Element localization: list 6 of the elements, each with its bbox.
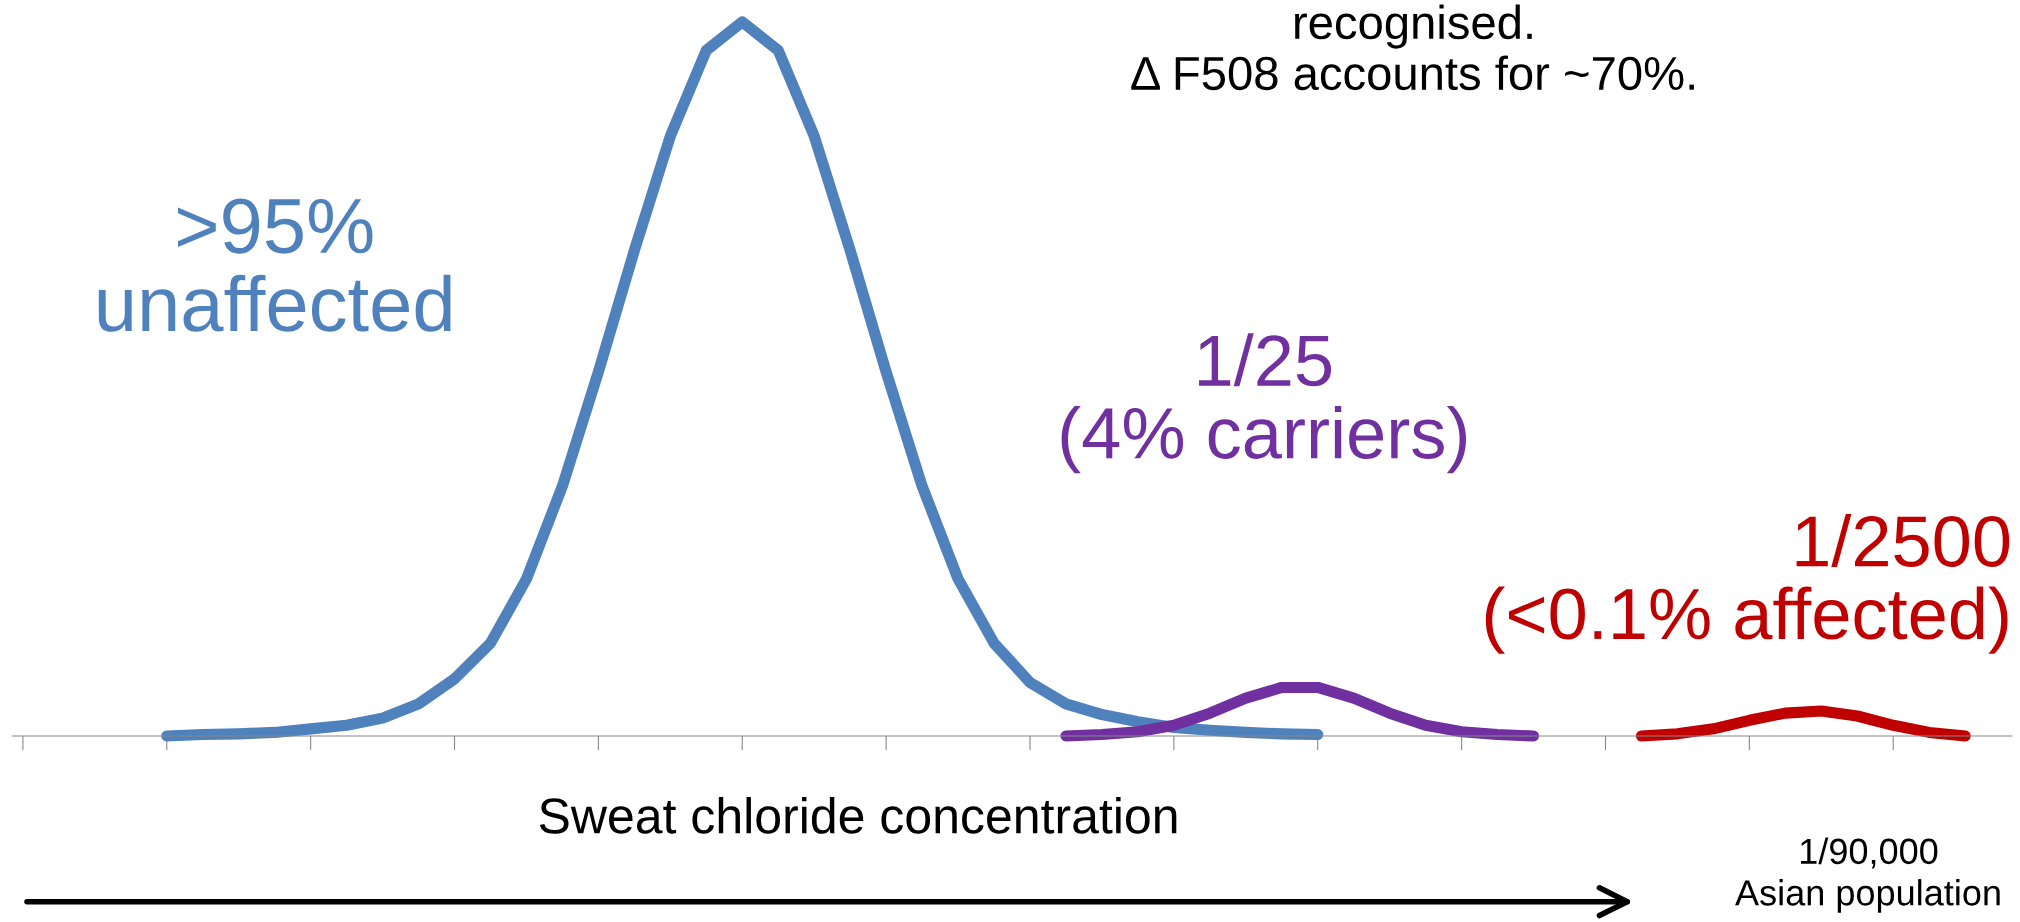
series-label: 1/2500 (<0.1% affected) (1485, 513, 2010, 654)
series-label: >95% unaffected (98, 198, 451, 332)
text: 1/25 (4% carriers) (1061, 333, 1466, 474)
x-axis-title: Sweat chloride concentration (539, 797, 1177, 834)
annotation: recognised. Δ F508 accounts for ~70%. (1131, 4, 1694, 91)
text: 1/90,000 Asian population (1735, 837, 2000, 913)
